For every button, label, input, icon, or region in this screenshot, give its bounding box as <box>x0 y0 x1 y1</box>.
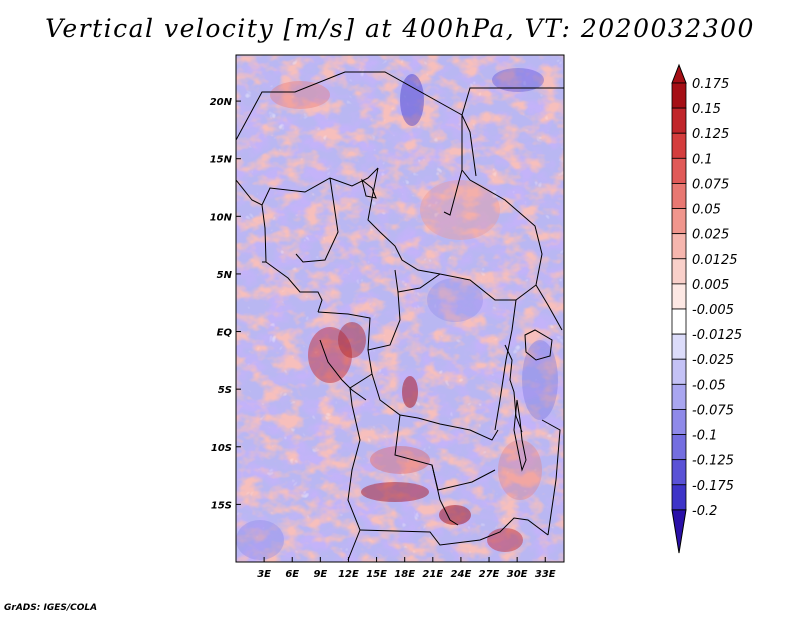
longitude-label: 3E <box>257 569 271 580</box>
colorbar-swatch <box>671 434 687 461</box>
colorbar-swatch <box>671 484 687 511</box>
colorbar-label: -0.175 <box>692 479 734 494</box>
latitude-label: EQ <box>217 328 233 339</box>
colorbar-label: -0.0125 <box>692 328 742 343</box>
colorbar-label: -0.1 <box>692 429 717 444</box>
colorbar-swatch <box>671 409 687 435</box>
longitude-ticks <box>263 557 546 562</box>
colorbar-label: 0.075 <box>692 177 729 192</box>
colorbar-label: 0.05 <box>692 203 721 218</box>
colorbar-swatch <box>671 183 687 209</box>
map-frame <box>235 54 565 563</box>
colorbar-swatch <box>671 107 687 134</box>
latitude-label: 10S <box>211 443 232 454</box>
colorbar-swatch <box>671 333 687 360</box>
colorbar-swatch <box>671 208 687 235</box>
colorbar-swatch <box>671 308 687 335</box>
lakes <box>361 178 553 472</box>
latitude-label: 15N <box>210 155 233 166</box>
colorbar-swatch <box>671 132 687 159</box>
longitude-label: 21E <box>422 569 443 580</box>
colorbar-label: -0.05 <box>692 378 726 393</box>
longitude-label: 12E <box>338 569 359 580</box>
longitude-labels: 3E 6E 9E 12E 15E 18E 21E 24E 27E 30E 33E <box>257 569 556 580</box>
colorbar-label: -0.025 <box>692 353 734 368</box>
colorbar-bottom-arrow <box>671 509 687 554</box>
longitude-label: 18E <box>394 569 415 580</box>
colorbar-label: 0.175 <box>692 77 729 92</box>
colorbar-label: 0.005 <box>692 278 729 293</box>
chart-title: Vertical velocity [m/s] at 400hPa, VT: 2… <box>45 14 755 43</box>
country-boundaries <box>236 71 564 561</box>
latitude-ticks <box>236 100 241 505</box>
colorbar: 0.175 0.15 0.125 0.1 0.075 0.05 0.025 0.0125 0.0… <box>671 63 742 554</box>
longitude-label: 27E <box>479 569 500 580</box>
longitude-label: 15E <box>366 569 387 580</box>
colorbar-label: -0.125 <box>692 454 734 469</box>
colorbar-swatch <box>671 233 687 260</box>
colorbar-label: -0.005 <box>692 303 734 318</box>
colorbar-top-arrow <box>671 63 687 84</box>
grads-credit: GrADS: IGES/COLA <box>4 603 98 613</box>
latitude-label: 15S <box>211 500 232 511</box>
colorbar-swatch <box>671 459 687 486</box>
latitude-label: 10N <box>210 212 233 223</box>
colorbar-swatch <box>671 383 687 410</box>
latitude-label: 5N <box>217 270 233 281</box>
strong-downdraft-areas <box>236 68 558 560</box>
strong-updraft-areas <box>270 81 542 552</box>
colorbar-label: -0.2 <box>692 504 717 519</box>
colorbar-swatch <box>671 157 687 184</box>
colorbar-swatch <box>671 283 687 310</box>
colorbar-label: 0.0125 <box>692 253 738 268</box>
velocity-field <box>236 55 564 562</box>
colorbar-label: -0.075 <box>692 403 734 418</box>
longitude-label: 30E <box>507 569 528 580</box>
colorbar-swatch <box>671 258 687 285</box>
colorbar-label: 0.1 <box>692 152 713 167</box>
colorbar-swatch <box>671 82 687 109</box>
colorbar-label: 0.025 <box>692 228 729 243</box>
longitude-label: 9E <box>313 569 327 580</box>
longitude-label: 6E <box>285 569 299 580</box>
latitude-label: 5S <box>218 385 232 396</box>
longitude-label: 24E <box>451 569 472 580</box>
longitude-label: 33E <box>535 569 556 580</box>
colorbar-label: 0.125 <box>692 127 729 142</box>
latitude-label: 20N <box>210 97 233 108</box>
colorbar-label: 0.15 <box>692 102 721 117</box>
colorbar-swatch <box>671 358 687 385</box>
latitude-labels: 20N 15N 10N 5N EQ 5S 10S 15S <box>210 97 233 511</box>
